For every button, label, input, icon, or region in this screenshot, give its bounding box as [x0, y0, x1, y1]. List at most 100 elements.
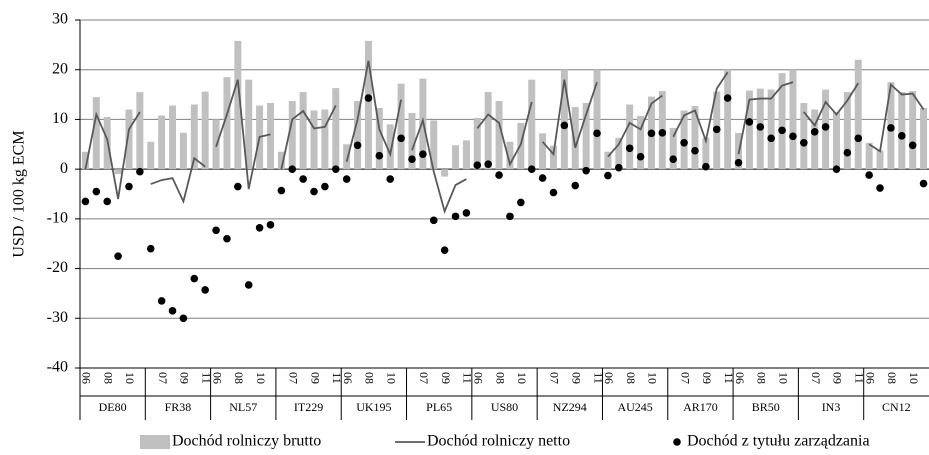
- x-tick-label: 08: [624, 372, 638, 384]
- bar: [604, 151, 612, 170]
- dot: [114, 252, 122, 260]
- x-tick-label: 06: [210, 372, 224, 384]
- bar: [582, 103, 590, 170]
- x-tick-label: 10: [384, 372, 398, 384]
- bar: [136, 92, 144, 170]
- bar: [299, 92, 307, 170]
- bar: [615, 137, 623, 170]
- dot: [473, 161, 482, 169]
- dot: [375, 151, 384, 160]
- y-tick-label: -30: [47, 309, 68, 326]
- x-tick-label: 07: [548, 372, 562, 384]
- line: [803, 82, 860, 128]
- dot: [81, 197, 90, 206]
- line: [411, 117, 467, 215]
- bar: [462, 140, 470, 170]
- bar: [125, 109, 133, 170]
- dot: [429, 216, 438, 225]
- dot: [506, 212, 514, 221]
- legend-swatch: [673, 438, 681, 446]
- x-tick-label: 07: [678, 372, 692, 384]
- group-label: AR170: [683, 400, 718, 414]
- bar: [321, 109, 329, 170]
- bar: [669, 127, 677, 170]
- bar: [147, 141, 155, 170]
- dot: [125, 182, 133, 191]
- y-tick-label: 20: [52, 60, 68, 77]
- x-tick-label: 10: [646, 372, 660, 384]
- dot: [734, 158, 743, 167]
- dot: [800, 138, 808, 147]
- x-tick-label: 10: [254, 372, 268, 384]
- bar: [832, 111, 840, 170]
- line: [280, 105, 337, 170]
- dot: [691, 146, 699, 155]
- bar: [473, 117, 481, 170]
- bar: [343, 144, 351, 170]
- dot: [397, 134, 405, 143]
- dot: [614, 163, 623, 172]
- dot: [854, 134, 863, 143]
- bar: [767, 89, 775, 170]
- dot: [810, 128, 819, 136]
- group-label: NL57: [229, 400, 257, 414]
- group-label: UK195: [356, 400, 391, 414]
- dot: [419, 150, 427, 159]
- dot: [582, 166, 590, 175]
- y-axis-label: USD / 100 kg ECM: [11, 130, 28, 257]
- bar: [571, 107, 579, 170]
- bar: [234, 40, 242, 170]
- x-tick-label: 08: [755, 372, 769, 384]
- bar: [92, 97, 100, 170]
- bar: [745, 90, 753, 170]
- dot: [636, 152, 645, 161]
- dot: [571, 181, 580, 190]
- line: [150, 156, 206, 205]
- bar: [495, 101, 503, 170]
- dot: [277, 186, 286, 195]
- bar: [430, 120, 438, 170]
- dot: [342, 175, 351, 183]
- dot: [331, 165, 340, 173]
- x-tick-label: 07: [809, 372, 823, 384]
- legend-swatch: [140, 435, 170, 449]
- bar: [854, 59, 862, 170]
- dot: [647, 129, 656, 138]
- dot: [723, 94, 732, 102]
- dot: [103, 197, 112, 206]
- bar: [354, 101, 362, 170]
- group-label: NZ294: [553, 400, 587, 414]
- dot: [908, 141, 917, 150]
- bar: [560, 69, 568, 170]
- dot: [92, 187, 101, 196]
- dot: [789, 132, 797, 141]
- dot: [299, 175, 307, 183]
- bar: [277, 151, 285, 170]
- dot: [136, 167, 144, 176]
- x-tick-label: 09: [439, 372, 453, 384]
- group-label: BR50: [752, 400, 780, 414]
- x-tick-label: 07: [417, 372, 431, 384]
- dot: [310, 187, 318, 196]
- dot: [712, 125, 721, 134]
- dot: [669, 155, 678, 163]
- dot: [538, 174, 547, 182]
- x-tick-label: 06: [472, 372, 486, 384]
- dot: [201, 286, 209, 294]
- legend-label: Dochód rolniczy brutto: [172, 433, 321, 450]
- bar: [179, 132, 187, 170]
- group-label: FR38: [165, 400, 192, 414]
- bar: [549, 145, 557, 170]
- bar: [386, 124, 394, 170]
- line: [345, 60, 402, 162]
- x-tick-label: 11: [461, 372, 475, 384]
- dot: [234, 182, 242, 191]
- dot: [223, 234, 231, 243]
- y-tick-label: -40: [47, 359, 68, 376]
- x-tick-label: 08: [363, 372, 377, 384]
- bar: [724, 69, 732, 170]
- bar: [865, 142, 873, 170]
- bar: [506, 141, 514, 170]
- x-tick-label: 10: [776, 372, 790, 384]
- dot: [353, 141, 362, 150]
